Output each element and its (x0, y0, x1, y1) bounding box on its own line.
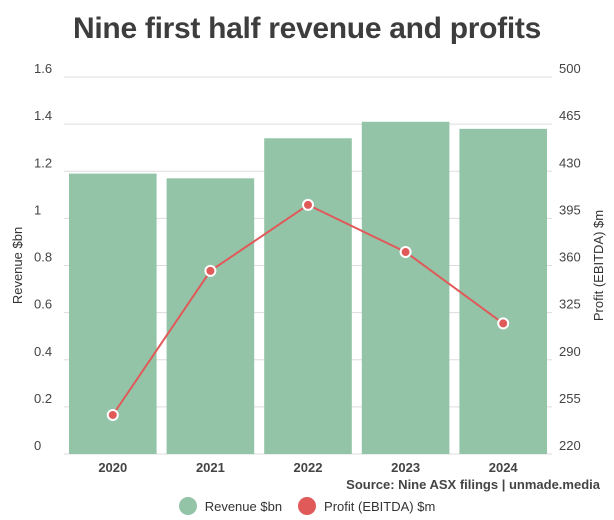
right-tick-label: 395 (559, 202, 581, 217)
x-tick-label: 2023 (391, 460, 420, 475)
revenue-bar-2020 (69, 173, 157, 454)
profit-point-2021 (204, 264, 217, 277)
left-tick-label: 0.6 (34, 297, 52, 312)
right-tick-label: 290 (559, 344, 581, 359)
profit-point-2020 (106, 408, 119, 421)
x-tick-label: 2021 (196, 460, 225, 475)
left-tick-label: 1.6 (34, 61, 52, 76)
x-tick-label: 2024 (489, 460, 519, 475)
profit-point-2022 (302, 198, 314, 211)
legend-swatch-revenue (178, 497, 197, 515)
right-tick-label: 220 (559, 438, 581, 453)
revenue-bar-2024 (459, 128, 547, 454)
right-tick-label: 325 (559, 297, 581, 312)
source-note: Source: Nine ASX filings | unmade.media (346, 477, 600, 492)
x-tick-label: 2020 (98, 460, 127, 475)
legend-item-profit: Profit (EBITDA) $m (298, 497, 435, 515)
revenue-bars (69, 121, 547, 455)
right-axis-ticks: 220 255 290 325 360 395 430 465 500 (559, 61, 581, 453)
profit-line (106, 198, 510, 421)
profit-point-2023 (399, 246, 412, 259)
revenue-bar-2021 (166, 178, 255, 454)
right-tick-label: 360 (559, 250, 581, 265)
right-tick-label: 255 (559, 391, 581, 406)
profit-point-2024 (497, 317, 510, 330)
legend-label-revenue: Revenue $bn (204, 498, 283, 514)
revenue-bar-2022 (264, 138, 352, 454)
left-tick-label: 1 (34, 202, 41, 217)
left-tick-label: 1.4 (34, 108, 52, 123)
left-axis-ticks: 0 0.2 0.4 0.6 0.8 1 1.2 1.4 1.6 (34, 61, 52, 453)
legend-swatch-profit (298, 497, 317, 515)
legend-item-revenue: Revenue $bn (178, 497, 283, 515)
left-axis-title: Revenue $bn (10, 227, 25, 304)
legend-label-profit: Profit (EBITDA) $m (324, 498, 436, 514)
right-tick-label: 465 (559, 108, 581, 123)
x-axis-ticks: 2020 2021 2022 2023 2024 (98, 460, 518, 475)
right-axis-title: Profit (EBITDA) $m (591, 210, 606, 321)
left-tick-label: 0.2 (34, 391, 52, 406)
left-tick-label: 0.8 (34, 250, 52, 265)
right-tick-label: 430 (559, 155, 581, 170)
chart-title: Nine first half revenue and profits (73, 12, 541, 45)
right-tick-label: 500 (559, 61, 581, 76)
legend: Revenue $bn Profit (EBITDA) $m (0, 497, 614, 515)
revenue-bar-2023 (361, 121, 450, 455)
x-tick-label: 2022 (294, 460, 323, 475)
left-tick-label: 1.2 (34, 155, 52, 170)
left-tick-label: 0.4 (34, 344, 52, 359)
left-tick-label: 0 (34, 438, 41, 453)
